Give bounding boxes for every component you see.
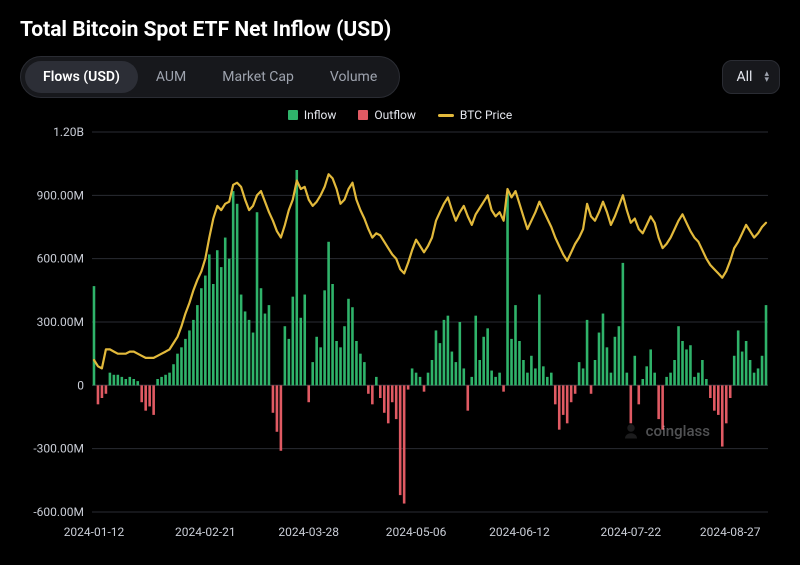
legend-btc-price[interactable]: BTC Price: [438, 108, 512, 122]
tab-flows[interactable]: Flows (USD): [25, 61, 138, 93]
svg-text:0: 0: [77, 378, 84, 392]
legend-outflow[interactable]: Outflow: [358, 108, 415, 122]
svg-text:2024-06-12: 2024-06-12: [489, 525, 550, 539]
controls-row: Flows (USD) AUM Market Cap Volume All ▴▾: [20, 56, 780, 98]
svg-text:2024-07-22: 2024-07-22: [601, 525, 662, 539]
tab-aum[interactable]: AUM: [138, 61, 204, 93]
chart-area: -600.00M -300.00M 0 300.00M 600.00M 900.00M 1.…: [20, 126, 780, 546]
legend-inflow-label: Inflow: [304, 108, 337, 122]
legend-inflow-swatch: [288, 110, 298, 120]
svg-text:-300.00M: -300.00M: [33, 442, 84, 456]
tab-marketcap[interactable]: Market Cap: [204, 61, 312, 93]
legend-price-label: BTC Price: [460, 108, 512, 122]
legend-inflow[interactable]: Inflow: [288, 108, 337, 122]
svg-text:2024-03-28: 2024-03-28: [278, 525, 339, 539]
legend-outflow-swatch: [358, 110, 368, 120]
chevron-updown-icon: ▴▾: [764, 71, 769, 83]
tab-volume[interactable]: Volume: [312, 61, 395, 93]
page-title: Total Bitcoin Spot ETF Net Inflow (USD): [20, 18, 780, 42]
svg-text:2024-05-06: 2024-05-06: [386, 525, 447, 539]
legend-price-swatch: [438, 114, 454, 117]
svg-text:2024-08-27: 2024-08-27: [700, 525, 761, 539]
metric-tabs: Flows (USD) AUM Market Cap Volume: [20, 56, 400, 98]
svg-text:1.20B: 1.20B: [53, 126, 84, 139]
chart-legend: Inflow Outflow BTC Price: [20, 108, 780, 122]
svg-text:600.00M: 600.00M: [37, 252, 84, 266]
svg-text:-600.00M: -600.00M: [33, 505, 84, 519]
svg-text:900.00M: 900.00M: [37, 188, 84, 202]
legend-outflow-label: Outflow: [374, 108, 415, 122]
svg-text:300.00M: 300.00M: [37, 315, 84, 329]
range-select[interactable]: All ▴▾: [722, 60, 780, 94]
svg-text:2024-01-12: 2024-01-12: [64, 525, 125, 539]
flows-chart[interactable]: -600.00M -300.00M 0 300.00M 600.00M 900.00M 1.…: [20, 126, 780, 546]
range-select-value: All: [737, 69, 753, 85]
svg-text:2024-02-21: 2024-02-21: [175, 525, 236, 539]
